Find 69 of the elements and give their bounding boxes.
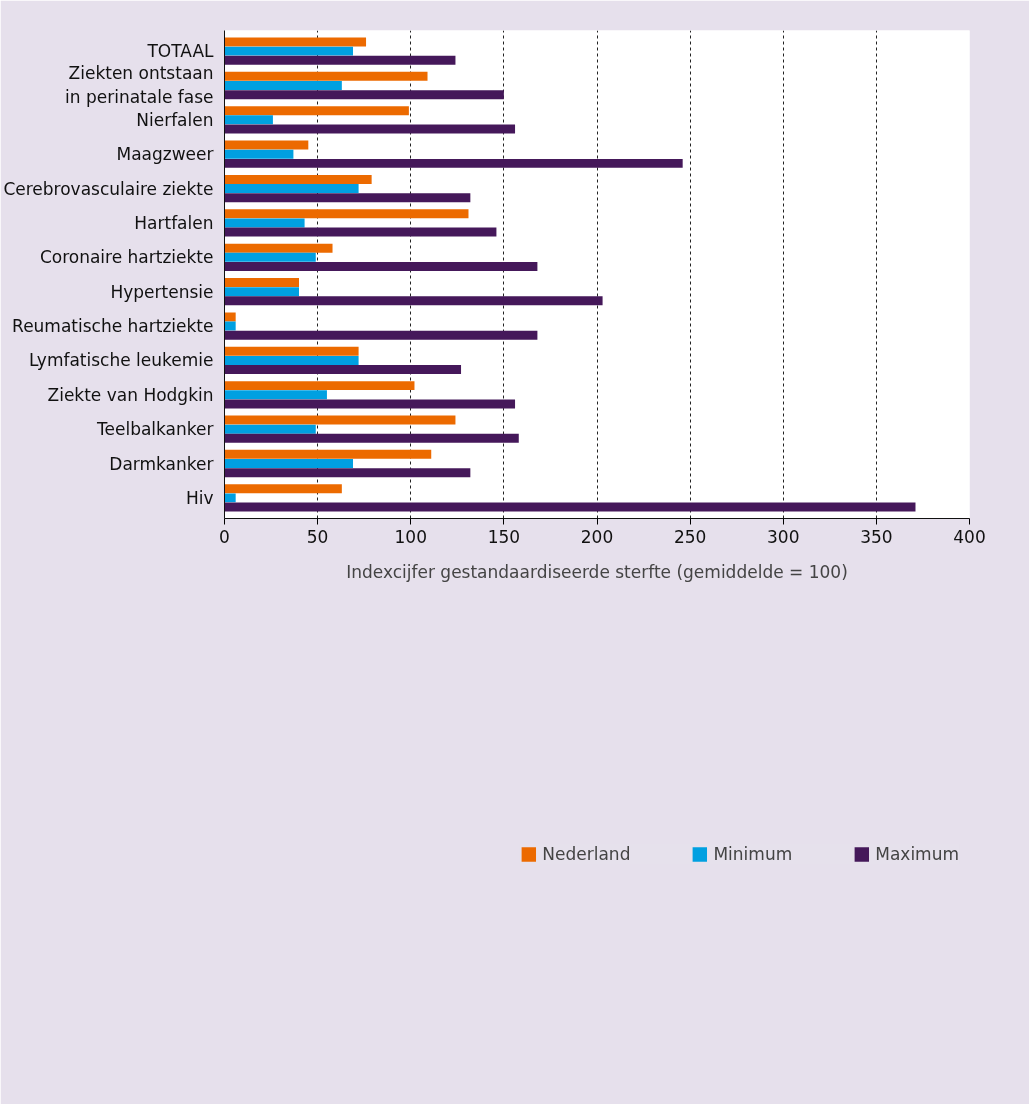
x-tick-label: 150	[487, 526, 521, 547]
bar	[224, 184, 359, 194]
x-tick-label: 350	[860, 526, 893, 547]
bar	[224, 71, 428, 81]
bar	[224, 424, 316, 434]
bar	[224, 365, 462, 375]
bar	[224, 149, 294, 159]
bar	[224, 346, 359, 356]
bar	[224, 296, 603, 306]
x-tick-label: 0	[219, 526, 230, 547]
bar	[224, 321, 236, 331]
y-tick-label: Hypertensie	[110, 281, 214, 302]
bar	[224, 381, 415, 391]
bar	[224, 502, 916, 512]
bar	[224, 218, 305, 228]
y-tick-label: Lymfatische leukemie	[28, 350, 214, 371]
y-tick-label: Maagzweer	[116, 144, 214, 165]
legend-label: Nederland	[542, 844, 631, 864]
bar	[224, 415, 456, 425]
y-tick-label: Cerebrovasculaire ziekte	[3, 178, 214, 199]
bar	[224, 158, 683, 168]
bar	[224, 484, 342, 494]
bar	[224, 261, 538, 271]
x-tick-label: 300	[767, 526, 800, 547]
bar	[224, 209, 469, 219]
bar	[224, 312, 236, 322]
bar	[224, 46, 354, 56]
legend-label: Maximum	[875, 844, 959, 864]
y-tick-label: Hartfalen	[134, 212, 214, 233]
y-tick-label: Coronaire hartziekte	[39, 247, 214, 268]
bar	[224, 468, 471, 478]
bar	[224, 124, 516, 134]
bar	[224, 55, 456, 65]
bar	[224, 287, 299, 297]
bar	[224, 90, 504, 100]
bar	[224, 252, 316, 262]
y-tick-label: Teelbalkanker	[96, 419, 214, 440]
x-tick-label: 200	[580, 526, 614, 547]
bar	[224, 355, 359, 365]
bar	[224, 193, 471, 203]
legend-label: Minimum	[713, 844, 793, 864]
y-tick-label: Darmkanker	[109, 453, 214, 474]
bar	[224, 330, 538, 340]
y-tick-label: Ziekten ontstaan in perinatale fase	[65, 63, 214, 108]
bar	[224, 106, 409, 116]
y-tick-label: TOTAAL	[146, 41, 215, 62]
y-tick-label: Hiv	[185, 487, 214, 508]
y-tick-label: Ziekte van Hodgkin	[47, 384, 214, 405]
bar	[224, 449, 432, 459]
bar	[224, 227, 497, 237]
y-tick-label: Reumatische hartziekte	[12, 316, 214, 337]
bar	[224, 433, 519, 443]
x-axis-title: Indexcijfer gestandaardiseerde sterfte (gemiddelde = 100)	[346, 561, 848, 582]
bar	[224, 174, 372, 184]
bar	[224, 37, 367, 47]
bar	[224, 459, 354, 468]
bar	[224, 115, 273, 125]
bar	[224, 390, 327, 400]
bar	[224, 140, 309, 150]
bar	[224, 81, 342, 90]
x-tick-label: 250	[673, 526, 707, 547]
x-tick-label: 50	[306, 526, 329, 547]
bar	[224, 243, 333, 253]
x-tick-label: 400	[953, 526, 986, 547]
y-tick-label: Nierfalen	[136, 109, 214, 130]
bar	[224, 278, 299, 288]
bar	[224, 493, 236, 503]
x-tick-label: 100	[394, 526, 427, 547]
bar	[224, 399, 516, 409]
